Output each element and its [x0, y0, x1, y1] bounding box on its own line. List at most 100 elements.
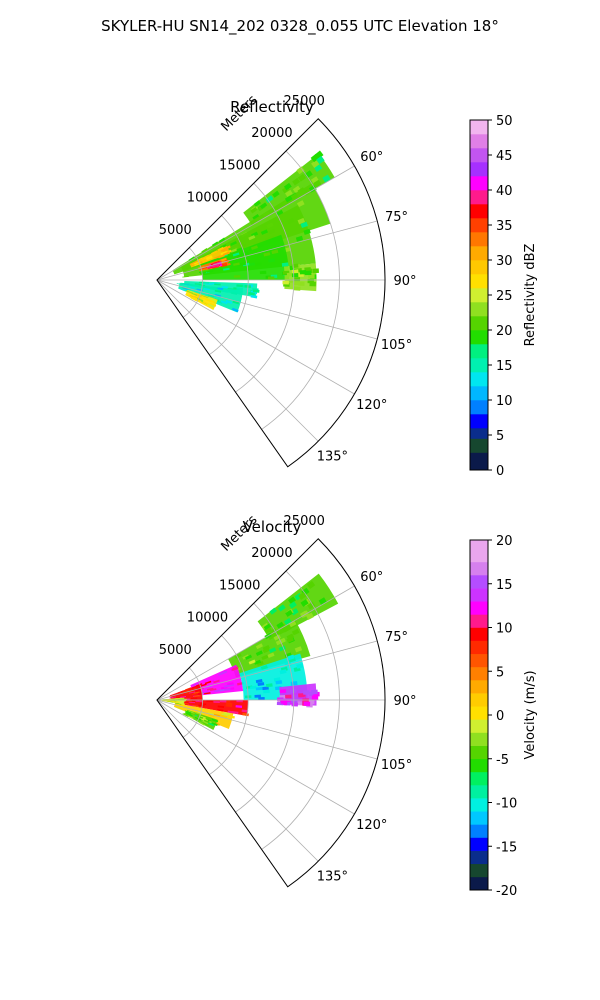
echo-cell [190, 697, 198, 699]
echo-cell [231, 307, 239, 313]
echo-cell [206, 256, 213, 261]
echo-cell [291, 702, 298, 707]
colorbar-segment [470, 288, 488, 303]
echo-cell [316, 155, 325, 165]
echo-cell [281, 262, 289, 267]
azimuth-spoke [156, 585, 355, 701]
echo-cell [192, 682, 199, 687]
azimuth-spoke [156, 699, 378, 760]
echo-cell [182, 689, 190, 693]
echo-cell [263, 689, 270, 694]
echo-cell [195, 712, 202, 716]
echo-cell [245, 654, 253, 660]
echo-cells [172, 150, 335, 313]
colorbar-segment [470, 601, 488, 615]
echo-cell [239, 262, 246, 266]
echo-cell [201, 296, 208, 300]
echo-cell [201, 691, 208, 694]
echo-cell [195, 683, 203, 687]
echo-cell [199, 703, 207, 706]
echo-cell [297, 187, 306, 195]
colorbar-tick-label: 15 [496, 578, 513, 593]
echo-cell [255, 650, 263, 656]
echo-cell [303, 228, 311, 235]
colorbar-tick-label: 20 [496, 534, 513, 549]
echo-cell [178, 703, 185, 705]
echo-cell [184, 287, 191, 291]
echo-cell [271, 249, 279, 255]
range-ring [209, 215, 249, 356]
echo-cell [204, 680, 212, 685]
echo-cell [279, 669, 287, 675]
echo-cell [220, 714, 228, 719]
echo-cell [306, 580, 316, 590]
echo-cell [255, 643, 263, 650]
echo-cell [197, 708, 205, 711]
azimuth-spoke [156, 279, 319, 442]
echo-cell [186, 290, 194, 294]
echo-cell [186, 283, 194, 286]
azimuth-tick-label: 135° [317, 869, 348, 884]
echo-cell [187, 704, 195, 707]
echo-cell [220, 670, 228, 675]
sector-frame [156, 538, 386, 888]
echo-cell [241, 709, 249, 713]
range-ring [209, 635, 249, 776]
echo-cell [264, 627, 272, 634]
colorbar-segment [470, 706, 488, 720]
echo-cell [273, 634, 281, 641]
echo-cell [285, 694, 292, 699]
echo-cell [179, 696, 187, 698]
colorbar-segment [470, 452, 488, 471]
echo-cell [213, 701, 220, 704]
echo-cell [284, 195, 293, 203]
echo-cell [260, 229, 269, 235]
echo-cell [222, 248, 229, 253]
colorbar-tick-label: 10 [496, 622, 513, 637]
echo-cell [242, 712, 249, 717]
echo-cell [200, 264, 207, 268]
colorbar-segment [470, 372, 488, 387]
echo-cell [219, 258, 227, 262]
echo-cell [188, 701, 196, 704]
echo-cell [194, 262, 201, 267]
colorbar-segment [470, 732, 488, 746]
echo-cell [288, 596, 297, 605]
colorbar-tick-label: 5 [496, 429, 504, 444]
echo-cell [167, 700, 175, 702]
echo-cell [209, 688, 217, 691]
radial-tick-label: 10000 [187, 191, 228, 206]
echo-cell [308, 274, 315, 279]
colorbar-segment [470, 837, 488, 851]
radial-tick-label: 25000 [284, 94, 325, 109]
echo-cell [214, 255, 221, 260]
colorbar-tick-label: 15 [496, 359, 513, 374]
echo-cell [220, 263, 228, 268]
echo-cell [305, 612, 314, 620]
echo-cell [216, 287, 224, 290]
range-ring [235, 602, 295, 813]
colorbar-tick-label: 25 [496, 289, 513, 304]
echo-cell [207, 265, 215, 269]
echo-cell [205, 255, 213, 260]
azimuth-tick-label: 105° [381, 758, 412, 773]
echo-cell [201, 248, 208, 253]
echo-cell [199, 271, 207, 275]
echo-cell [282, 280, 289, 285]
echo-cell [221, 286, 229, 289]
echo-cell [227, 682, 234, 686]
radial-tick-label: 5000 [159, 223, 192, 238]
colorbar-segment [470, 274, 488, 289]
echo-cell [250, 294, 258, 299]
echo-cell [191, 693, 199, 696]
echo-cell [198, 721, 205, 726]
colorbar-segment [470, 148, 488, 163]
echo-cell [175, 706, 182, 710]
echo-cell [307, 601, 316, 610]
echo-cell [279, 689, 287, 694]
radial-tick-label: 15000 [219, 578, 260, 593]
echo-cell [202, 300, 209, 306]
echo-cell [219, 700, 227, 703]
echo-cell [188, 290, 195, 294]
echo-cell [276, 209, 284, 217]
